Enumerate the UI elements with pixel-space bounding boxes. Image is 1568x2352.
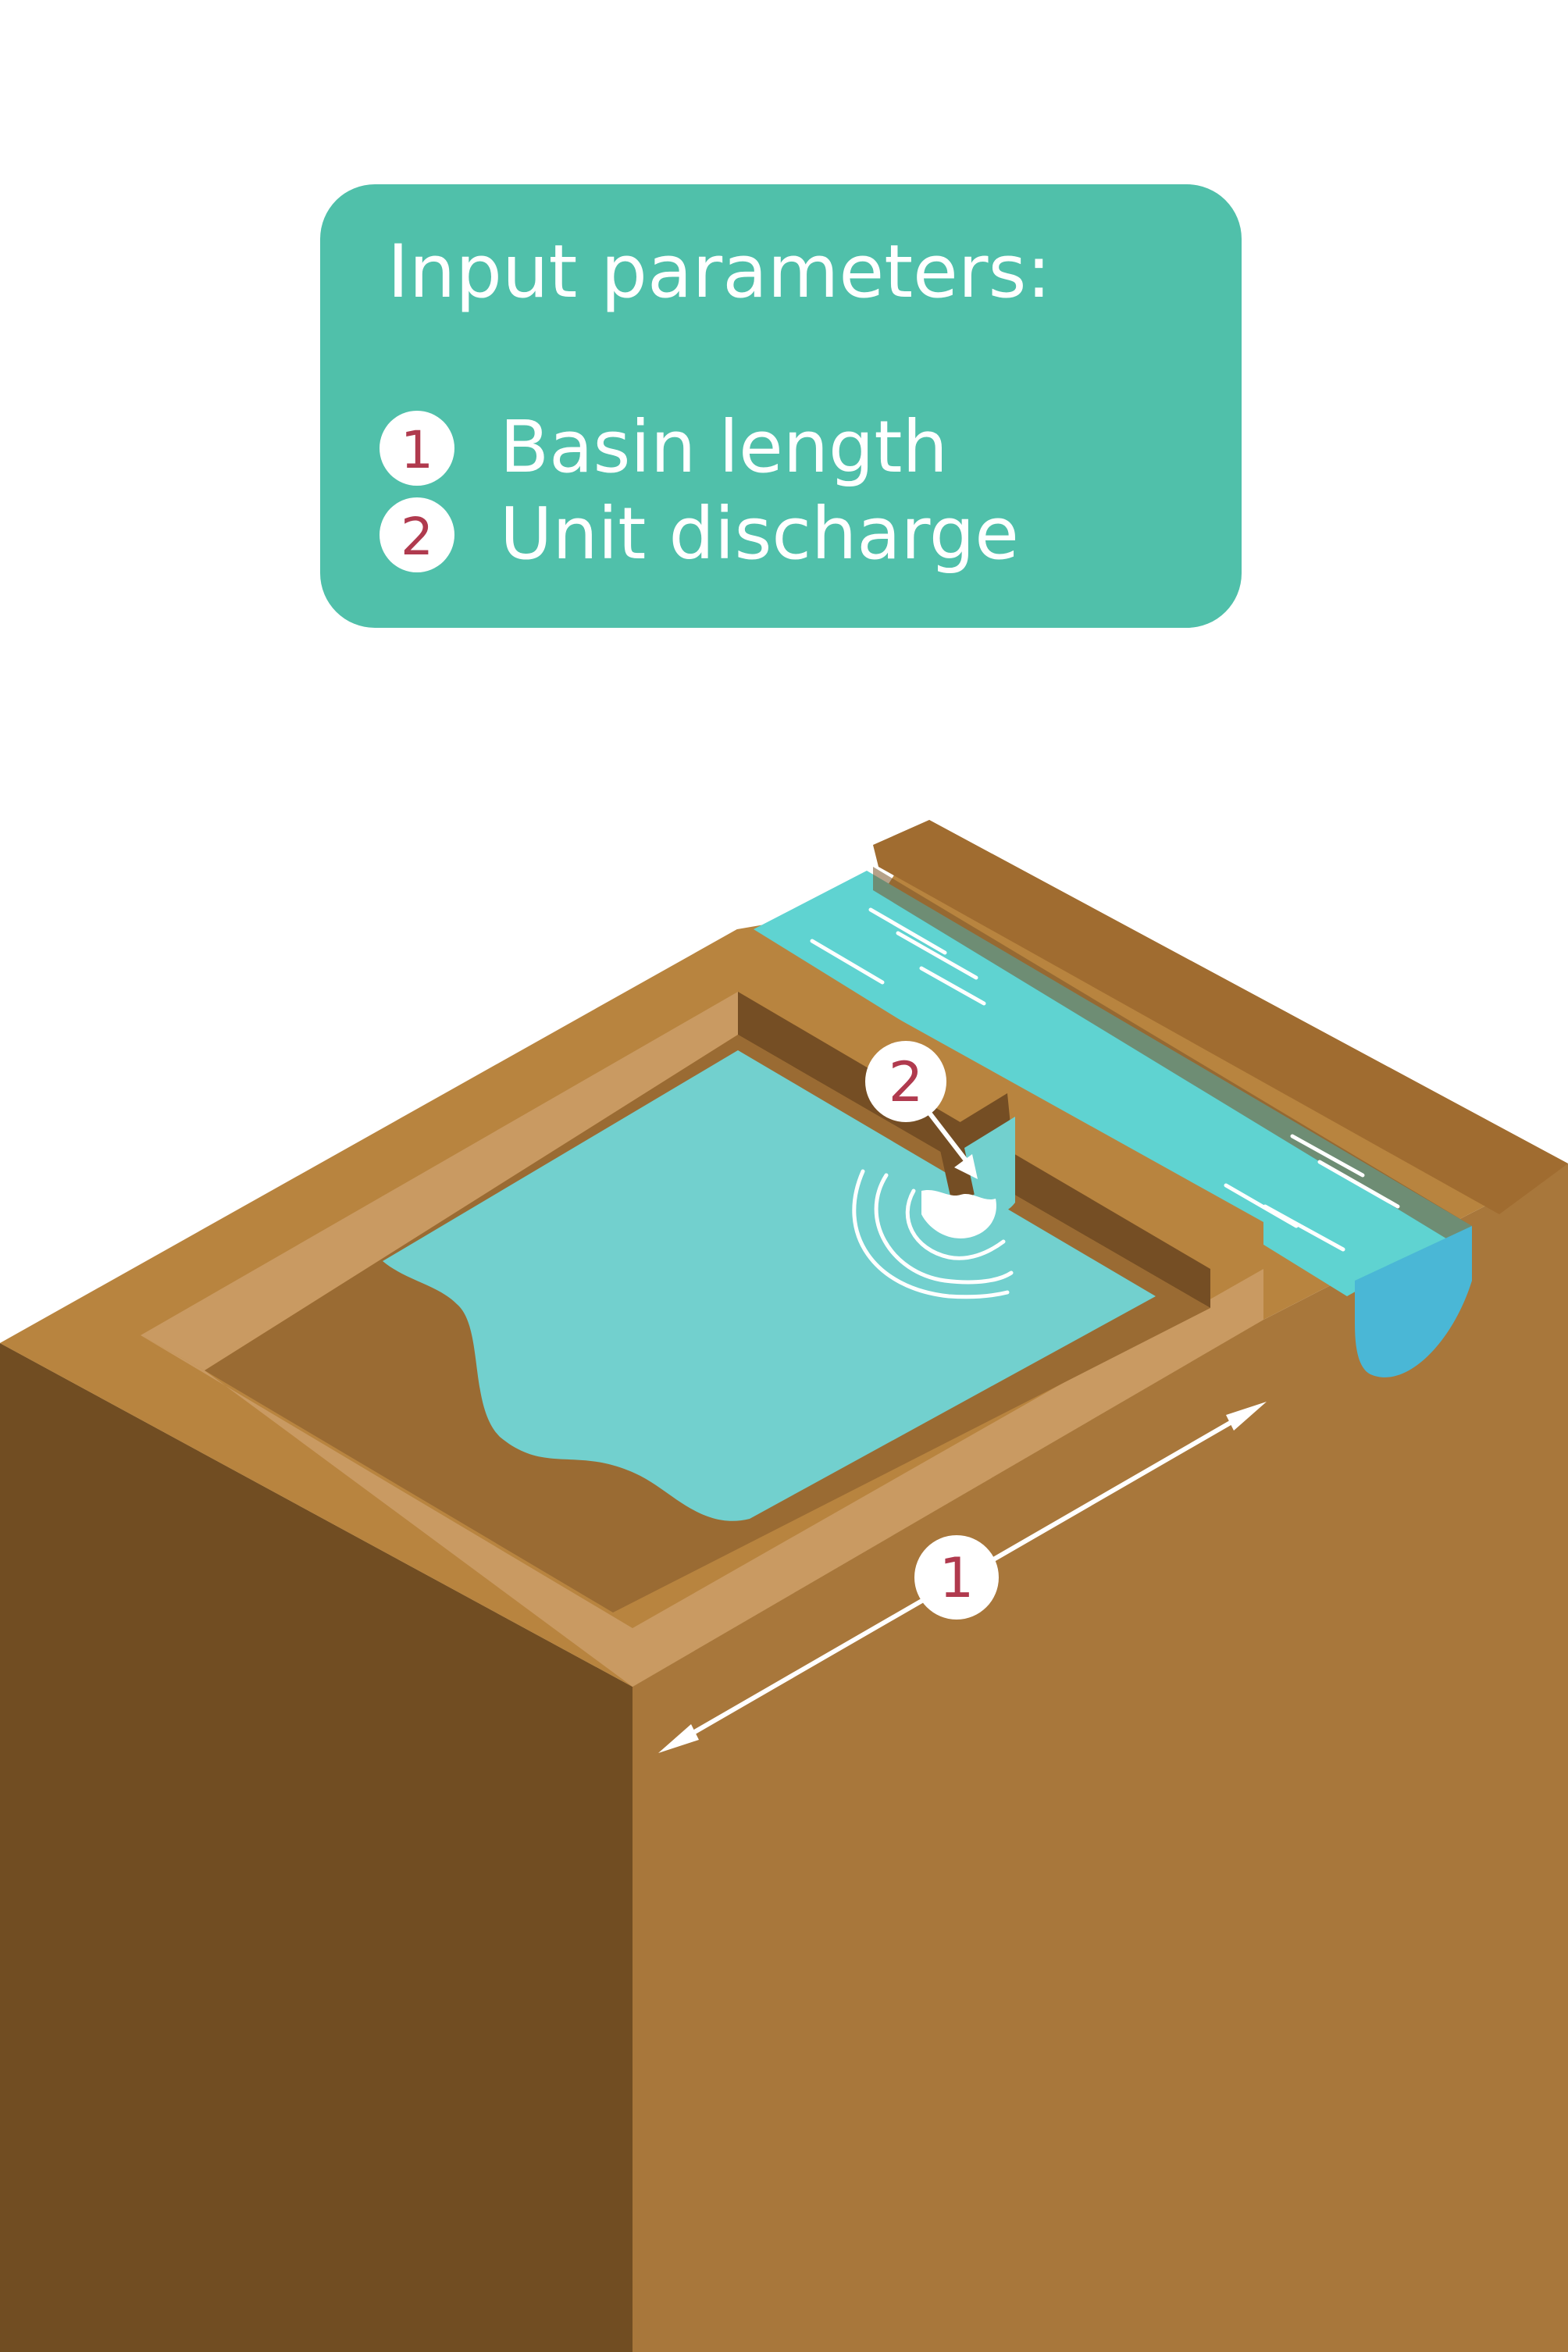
unit-discharge-arrow-head (954, 1154, 978, 1179)
legend-title: Input parameters: (387, 230, 1051, 315)
basin-length-badge (914, 1535, 999, 1620)
splash-ripples (852, 1169, 1014, 1299)
outfall-water (1355, 1226, 1472, 1377)
unit-discharge-number: 2 (889, 1050, 924, 1114)
legend-number-badge (380, 411, 454, 486)
input-parameters-legend: Input parameters: 1 Basin length 2 Unit … (320, 184, 1242, 628)
unit-discharge-arrow-line (927, 1111, 971, 1165)
basin-rim-left-highlight (141, 992, 738, 1370)
splash-foam (921, 1189, 996, 1238)
legend-item-basin-length: 1 Basin length (380, 405, 948, 489)
channel-back-ridge (873, 820, 1568, 1214)
basin-water (383, 1050, 1156, 1521)
side-channel (754, 867, 1472, 1377)
soil-right-face (633, 1164, 1568, 2352)
legend-background (320, 184, 1242, 628)
basin-length-arrow-start (658, 1724, 699, 1753)
unit-discharge-marker: 2 (865, 1041, 978, 1179)
weir-jet (964, 1117, 1015, 1213)
legend-number: 2 (401, 507, 433, 567)
basin-length-marker: 1 (658, 1402, 1267, 1753)
legend-item-unit-discharge: 2 Unit discharge (380, 492, 1019, 576)
legend-number: 1 (401, 420, 433, 480)
basin-rim-front-highlight (141, 1269, 1263, 1687)
legend-label: Basin length (500, 405, 948, 489)
basin-length-number: 1 (939, 1546, 975, 1610)
stilling-basin (0, 929, 1263, 1687)
basin-length-arrow-end (1226, 1402, 1267, 1431)
soil-left-face (0, 1343, 633, 2352)
unit-discharge-badge (865, 1041, 946, 1122)
legend-label: Unit discharge (500, 492, 1019, 576)
flow-streaks (810, 907, 1400, 1252)
legend-number-badge (380, 497, 454, 572)
